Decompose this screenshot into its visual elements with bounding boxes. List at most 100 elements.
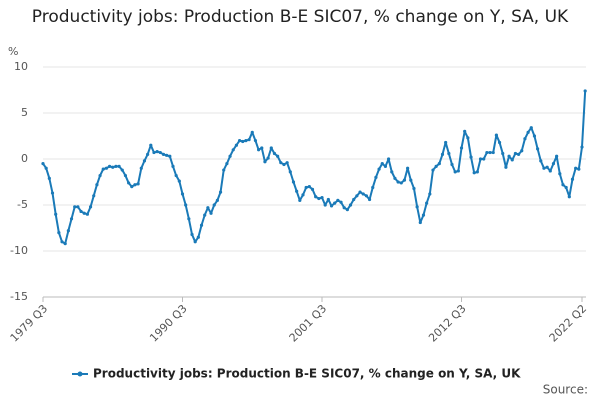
data-point [272,151,277,156]
data-point [329,204,334,208]
data-point [101,167,105,171]
data-point [276,154,280,158]
legend-label: Productivity jobs: Production B-E SIC07,… [93,367,521,381]
data-point [123,173,128,178]
data-point [114,164,118,168]
data-point [139,166,143,170]
data-point [120,168,124,172]
data-point [298,198,302,202]
data-point [152,150,156,155]
data-point [212,203,216,207]
data-point [393,176,397,180]
data-point [437,162,441,166]
data-point [374,175,378,179]
x-tick-label: 2022 Q2 [547,302,590,345]
data-point [348,203,353,207]
data-point [409,178,413,182]
data-point [41,162,45,166]
data-point [314,195,318,199]
data-point [333,201,337,205]
data-point [548,169,552,173]
data-point [60,240,64,244]
data-point [326,197,330,202]
data-point [415,205,419,209]
data-point [561,183,565,187]
data-point [367,197,372,202]
data-point [301,193,305,197]
y-tick-label: 10 [14,60,28,73]
data-point [76,205,80,209]
data-point [418,220,422,225]
data-point [187,217,191,221]
data-point [260,146,264,150]
data-point [532,134,537,138]
data-point [279,161,283,165]
data-point [425,201,429,205]
data-point [241,139,245,144]
data-point [247,138,251,142]
data-point [193,240,197,244]
data-point [529,126,533,130]
data-point [237,139,242,143]
data-point [266,156,270,160]
data-point [310,187,315,191]
x-tick-label: 1990 Q3 [147,302,190,345]
data-point [482,157,486,161]
data-point [574,166,578,170]
data-point [539,159,543,163]
data-point [494,133,498,137]
data-point [63,242,67,246]
data-point [513,151,518,156]
data-point [475,170,479,174]
data-point [386,157,391,161]
data-point [291,180,296,184]
data-point [510,158,514,162]
data-point [472,171,476,175]
data-point [551,162,556,166]
data-point [263,160,267,164]
data-point [130,185,134,189]
data-point [491,150,495,155]
data-point [466,136,470,140]
data-point [577,167,581,171]
data-point [323,203,327,207]
data-point [428,192,432,196]
data-point [478,157,483,161]
data-point [504,165,508,169]
data-point [453,170,457,174]
data-point [564,185,568,190]
data-point [177,179,181,183]
data-point [450,162,454,167]
data-point [523,137,527,141]
data-point [149,143,153,147]
data-point [184,203,188,207]
chart-title: Productivity jobs: Production B-E SIC07,… [31,7,569,27]
data-point [57,231,61,235]
data-point [253,139,258,143]
data-point [361,192,365,196]
y-tick-label: -15 [10,290,28,303]
data-point [440,152,445,156]
data-point [174,173,178,178]
data-point [558,172,562,176]
data-point [73,205,77,209]
data-point [158,150,162,155]
data-point [203,213,207,217]
data-point [434,164,438,168]
data-point [161,152,166,156]
y-tick-label: 0 [21,152,28,165]
data-point [127,181,131,185]
data-point [390,170,394,174]
data-point [228,154,232,158]
data-point [526,130,530,134]
data-point [520,149,524,153]
data-point [320,196,324,200]
data-point [485,150,489,155]
data-point [234,143,239,147]
data-point [583,89,587,93]
data-point [88,205,93,209]
legend-marker [77,371,83,377]
data-point [231,148,235,152]
data-point [190,232,194,237]
